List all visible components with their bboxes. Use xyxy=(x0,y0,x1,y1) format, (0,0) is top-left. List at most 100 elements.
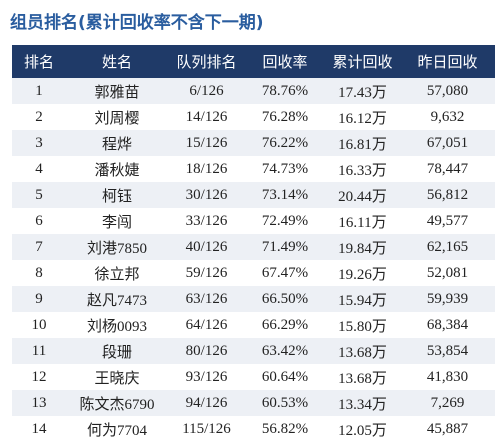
table-row: 11 段珊 80/126 63.42% 13.68万 53,854 xyxy=(12,338,495,364)
table-cell: 78,447 xyxy=(426,160,469,177)
table-cell: 80/126 xyxy=(168,338,245,364)
header-row: 排名 姓名 队列排名 回收率 累计回收 昨日回收 xyxy=(12,45,495,78)
table-cell: 王晓庆 xyxy=(94,370,140,387)
table-cell: 49,577 xyxy=(426,212,469,229)
table-cell: 41,830 xyxy=(426,368,469,385)
table-cell: 12.05万 xyxy=(338,422,387,439)
table-row: 6 李闯 33/126 72.49% 16.11万 49,577 xyxy=(12,208,495,234)
table-row: 2 刘周樱 14/126 76.28% 16.12万 9,632 xyxy=(12,104,495,130)
table-cell: 13.68万 xyxy=(325,338,400,364)
table-cell: 78.76% xyxy=(245,78,325,104)
table-cell: 72.49% xyxy=(261,212,309,229)
table-cell: 60.53% xyxy=(245,390,325,416)
table-cell: 12 xyxy=(31,368,47,385)
ranking-table: 排名 姓名 队列排名 回收率 累计回收 昨日回收 1 郭雅苗 6/126 78.76% 17.43… xyxy=(12,45,495,442)
table-cell: 16.81万 xyxy=(325,130,400,156)
table-cell: 74.73% xyxy=(261,160,309,177)
table-cell: 8 xyxy=(35,264,43,281)
table-cell: 33/126 xyxy=(185,212,228,229)
table-row: 7 刘港7850 40/126 71.49% 19.84万 62,165 xyxy=(12,234,495,260)
table-cell: 徐立邦 xyxy=(94,266,140,283)
table-cell: 郭雅苗 xyxy=(66,78,168,104)
table-cell: 66.50% xyxy=(245,286,325,312)
table-cell: 40/126 xyxy=(168,234,245,260)
table-cell: 14/126 xyxy=(185,108,228,125)
table-body: 1 郭雅苗 6/126 78.76% 17.43万 57,080 2 刘周樱 14/126 76.… xyxy=(12,78,495,442)
header-cell: 排名 xyxy=(12,45,66,78)
table-cell: 76.22% xyxy=(245,130,325,156)
table-cell: 56.82% xyxy=(261,420,309,437)
table-cell: 62,165 xyxy=(400,234,495,260)
table-cell: 68,384 xyxy=(426,316,469,333)
table-cell: 刘杨0093 xyxy=(86,318,147,335)
table-cell: 60.64% xyxy=(261,368,309,385)
table-cell: 93/126 xyxy=(185,368,228,385)
table-cell: 14 xyxy=(31,420,47,437)
table-cell: 20.44万 xyxy=(325,182,400,208)
table-cell: 15.94万 xyxy=(325,286,400,312)
table-cell: 何为7704 xyxy=(86,422,147,439)
table-cell: 59,939 xyxy=(400,286,495,312)
table-cell: 15.80万 xyxy=(338,318,387,335)
table-cell: 李闯 xyxy=(101,214,132,231)
table-cell: 76.28% xyxy=(261,108,309,125)
table-row: 1 郭雅苗 6/126 78.76% 17.43万 57,080 xyxy=(12,78,495,104)
table-row: 14 何为7704 115/126 56.82% 12.05万 45,887 xyxy=(12,416,495,442)
table-cell: 赵凡7473 xyxy=(66,286,168,312)
table-cell: 13 xyxy=(12,390,66,416)
table-cell: 10 xyxy=(31,316,47,333)
table-cell: 57,080 xyxy=(400,78,495,104)
table-row: 12 王晓庆 93/126 60.64% 13.68万 41,830 xyxy=(12,364,495,390)
table-cell: 53,854 xyxy=(400,338,495,364)
table-cell: 73.14% xyxy=(245,182,325,208)
header-cell: 累计回收 xyxy=(325,45,400,78)
table-cell: 6/126 xyxy=(168,78,245,104)
table-cell: 52,081 xyxy=(426,264,469,281)
table-cell: 19.26万 xyxy=(338,266,387,283)
table-cell: 程烨 xyxy=(66,130,168,156)
table-row: 8 徐立邦 59/126 67.47% 19.26万 52,081 xyxy=(12,260,495,286)
table-cell: 刘周樱 xyxy=(94,110,140,127)
table-row: 3 程烨 15/126 76.22% 16.81万 67,051 xyxy=(12,130,495,156)
table-cell: 16.12万 xyxy=(338,110,387,127)
table-cell: 陈文杰6790 xyxy=(66,390,168,416)
table-row: 4 潘秋婕 18/126 74.73% 16.33万 78,447 xyxy=(12,156,495,182)
table-cell: 63/126 xyxy=(168,286,245,312)
table-cell: 115/126 xyxy=(182,420,231,437)
table-cell: 64/126 xyxy=(185,316,228,333)
table-cell: 63.42% xyxy=(245,338,325,364)
table-cell: 45,887 xyxy=(426,420,469,437)
table-cell: 11 xyxy=(12,338,66,364)
table-cell: 7,269 xyxy=(400,390,495,416)
table-cell: 3 xyxy=(12,130,66,156)
table-row: 5 柯钰 30/126 73.14% 20.44万 56,812 xyxy=(12,182,495,208)
table-cell: 9,632 xyxy=(430,108,465,125)
table-cell: 16.33万 xyxy=(338,162,387,179)
table-cell: 67.47% xyxy=(261,264,309,281)
table-row: 9 赵凡7473 63/126 66.50% 15.94万 59,939 xyxy=(12,286,495,312)
table-cell: 59/126 xyxy=(185,264,228,281)
table-cell: 7 xyxy=(12,234,66,260)
header-cell: 姓名 xyxy=(66,45,168,78)
table-row: 13 陈文杰6790 94/126 60.53% 13.34万 7,269 xyxy=(12,390,495,416)
table-cell: 1 xyxy=(12,78,66,104)
table-cell: 段珊 xyxy=(66,338,168,364)
table-row: 10 刘杨0093 64/126 66.29% 15.80万 68,384 xyxy=(12,312,495,338)
title: 组员排名(累计回收率不含下一期) xyxy=(10,13,264,33)
table-cell: 柯钰 xyxy=(66,182,168,208)
table-cell: 4 xyxy=(35,160,43,177)
table-cell: 9 xyxy=(12,286,66,312)
table-cell: 66.29% xyxy=(261,316,309,333)
table-cell: 13.68万 xyxy=(338,370,387,387)
table-cell: 17.43万 xyxy=(325,78,400,104)
table-cell: 19.84万 xyxy=(325,234,400,260)
table-cell: 71.49% xyxy=(245,234,325,260)
table-cell: 6 xyxy=(35,212,43,229)
table-cell: 67,051 xyxy=(400,130,495,156)
table-cell: 18/126 xyxy=(185,160,228,177)
table-cell: 16.11万 xyxy=(338,214,387,231)
header-cell: 昨日回收 xyxy=(400,45,495,78)
table-cell: 30/126 xyxy=(168,182,245,208)
table-cell: 潘秋婕 xyxy=(94,162,140,179)
